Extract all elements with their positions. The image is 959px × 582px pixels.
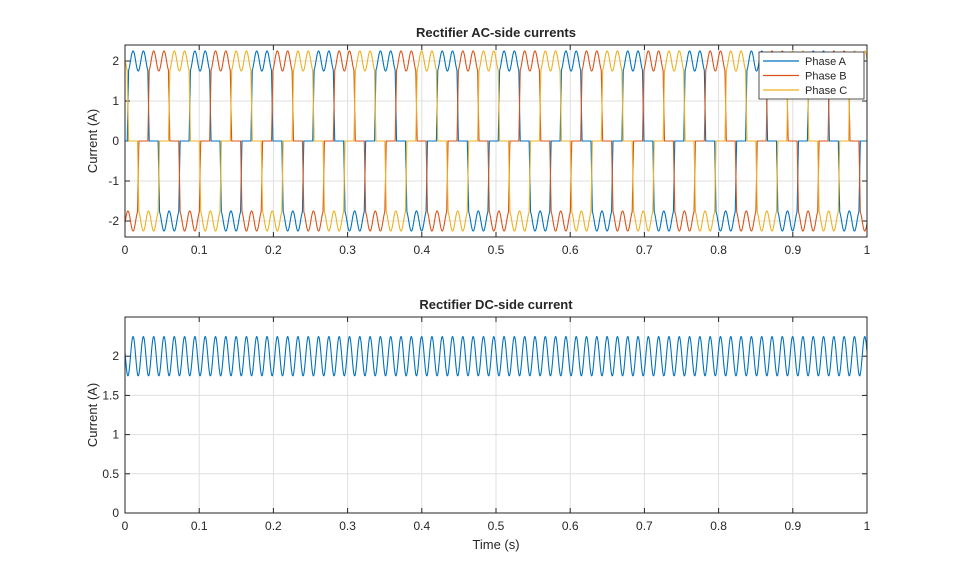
axes-2: 0 0.1 0.2 0.3 0.4 0.5 0.6 0.7 0.8 0.9 1 0 0.5 1 1.5 2 Re… [85, 297, 871, 552]
y-tick-label: 1 [112, 428, 119, 442]
axes-box [124, 316, 868, 514]
x-tick-label: 0.7 [636, 519, 653, 533]
x-tick-label: 0.9 [784, 243, 801, 257]
x-tick-label: 0.7 [636, 243, 653, 257]
x-tick-label: 0.2 [265, 519, 282, 533]
x-axis-label: Time (s) [472, 537, 519, 552]
x-tick-label: 0.3 [339, 519, 356, 533]
chart-title: Rectifier AC-side currents [416, 25, 576, 40]
y-tick-label: 1 [112, 94, 119, 108]
series-line-dc-current [125, 335, 867, 377]
y-axis-label: Current (A) [85, 109, 100, 173]
legend: Phase A Phase B Phase C [758, 51, 865, 100]
x-tick-label: 0.8 [710, 519, 727, 533]
chart-title: Rectifier DC-side current [419, 297, 573, 312]
y-tick-label: 0 [112, 134, 119, 148]
series-line-phase-a [125, 50, 867, 232]
x-tick-label: 0 [122, 519, 129, 533]
legend-label: Phase B [805, 71, 847, 83]
x-tick-label: 1 [864, 519, 871, 533]
series-line-phase-c [125, 50, 867, 232]
y-tick-label: 0 [112, 506, 119, 520]
x-tick-label: 0.2 [265, 243, 282, 257]
y-tick-label: 1.5 [102, 388, 119, 402]
y-tick-label: 2 [112, 349, 119, 363]
y-tick-label: 0.5 [102, 467, 119, 481]
x-tick-label: 1 [864, 243, 871, 257]
x-tick-label: 0.5 [488, 243, 505, 257]
x-tick-label: 0.4 [413, 519, 430, 533]
x-tick-label: 0 [122, 243, 129, 257]
y-tick-label: -2 [108, 214, 119, 228]
x-tick-label: 0.6 [562, 243, 579, 257]
x-tick-label: 0.6 [562, 519, 579, 533]
x-tick-label: 0.8 [710, 243, 727, 257]
axes-box [124, 44, 868, 238]
y-tick-label: -1 [108, 174, 119, 188]
x-tick-label: 0.4 [413, 243, 430, 257]
series-line-phase-b [125, 50, 867, 232]
legend-label: Phase C [805, 85, 847, 97]
x-tick-label: 0.3 [339, 243, 356, 257]
x-tick-label: 0.9 [784, 519, 801, 533]
x-tick-label: 0.1 [191, 519, 208, 533]
x-tick-label: 0.5 [488, 519, 505, 533]
legend-label: Phase A [805, 56, 847, 68]
x-tick-label: 0.1 [191, 243, 208, 257]
y-axis-label: Current (A) [85, 383, 100, 447]
axes-1: 0 0.1 0.2 0.3 0.4 0.5 0.6 0.7 0.8 0.9 1 -2 -1 0 1 2 Rect… [85, 25, 871, 257]
y-tick-label: 2 [112, 54, 119, 68]
